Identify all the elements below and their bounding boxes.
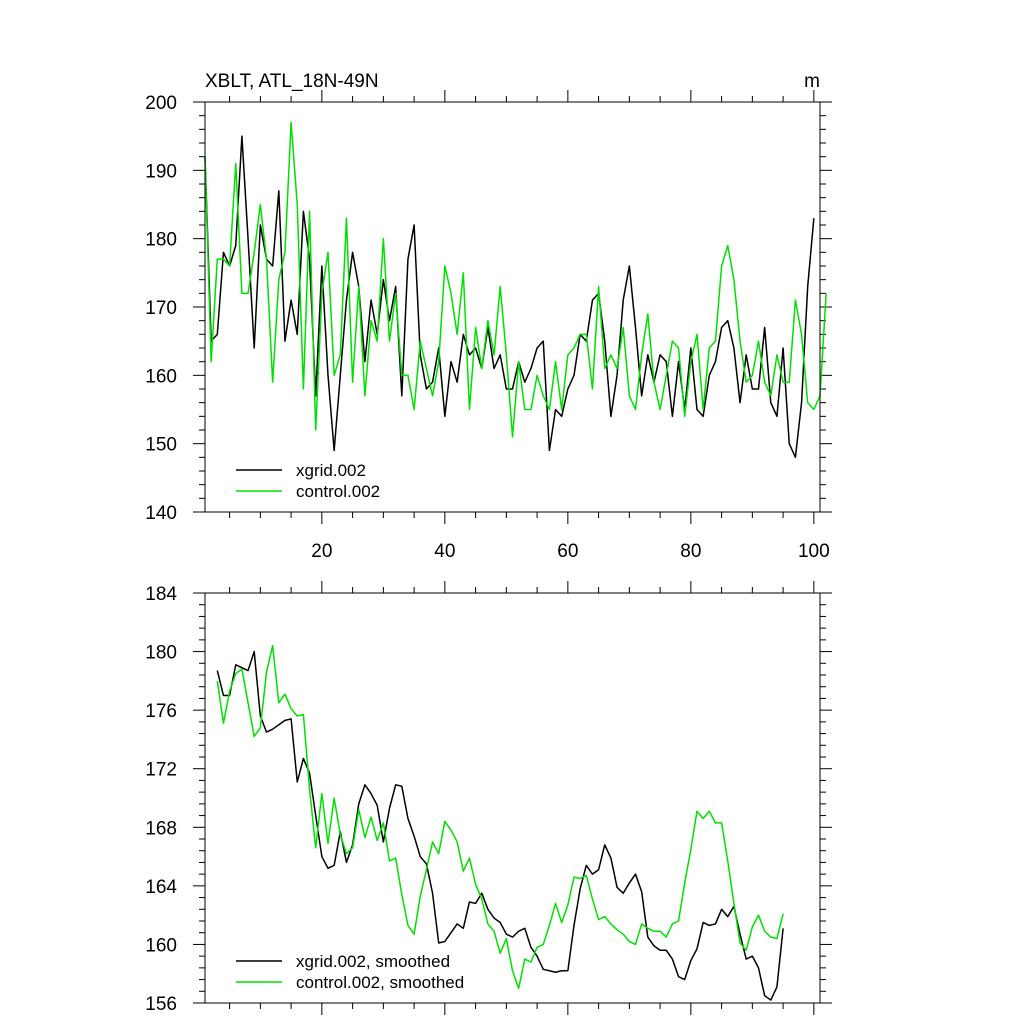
top-series-line-control [204, 121, 827, 438]
bottom-legend-label-xgrid: xgrid.002, smoothed [296, 952, 450, 971]
bottom-series-line-xgrid [216, 650, 784, 1001]
bottom-plot-frame [204, 592, 821, 1004]
bottom-panel: 156 160 164 168 172 176 180 184 xgrid.002, smoo… [145, 581, 832, 1015]
top-x-tick-label: 100 [798, 541, 830, 562]
top-plot-frame [204, 101, 821, 513]
bottom-y-tick-label: 176 [145, 701, 177, 722]
top-y-tick-label: 200 [145, 93, 177, 114]
top-x-tick-label: 20 [311, 541, 332, 562]
top-x-tick-labels: 20 40 60 80 100 [311, 541, 829, 562]
bottom-y-tick-label: 168 [145, 818, 177, 839]
bottom-legend-label-control: control.002, smoothed [296, 973, 464, 992]
top-y-tick-label: 160 [145, 366, 177, 387]
top-ticks [193, 90, 832, 524]
top-x-tick-label: 80 [680, 541, 701, 562]
top-x-tick-label: 40 [434, 541, 455, 562]
top-x-tick-label: 60 [557, 541, 578, 562]
top-y-tick-label: 190 [145, 161, 177, 182]
bottom-series-line-control [216, 644, 784, 990]
bottom-ticks [193, 581, 832, 1015]
top-legend: xgrid.002 control.002 [236, 461, 380, 501]
bottom-y-tick-label: 160 [145, 935, 177, 956]
bottom-y-tick-labels: 156 160 164 168 172 176 180 184 [145, 584, 177, 1015]
top-legend-label-xgrid: xgrid.002 [296, 461, 366, 480]
bottom-y-tick-label: 172 [145, 760, 177, 781]
top-legend-label-control: control.002 [296, 482, 380, 501]
top-chart-units: m [804, 71, 820, 92]
top-chart-title: XBLT, ATL_18N-49N [205, 71, 379, 92]
bottom-y-tick-label: 164 [145, 877, 177, 898]
top-panel: XBLT, ATL_18N-49N m 20 40 60 80 100 140 150 16… [145, 71, 832, 562]
top-y-tick-label: 140 [145, 503, 177, 524]
bottom-legend: xgrid.002, smoothed control.002, smoothe… [236, 952, 464, 992]
top-y-tick-label: 170 [145, 298, 177, 319]
bottom-series-lines [216, 644, 784, 1001]
top-y-tick-label: 180 [145, 230, 177, 251]
top-y-tick-label: 150 [145, 435, 177, 456]
top-y-tick-labels: 140 150 160 170 180 190 200 [145, 93, 177, 524]
bottom-y-tick-label: 184 [145, 584, 177, 605]
top-series-lines [204, 121, 827, 459]
bottom-y-tick-label: 180 [145, 643, 177, 664]
bottom-y-tick-label: 156 [145, 994, 177, 1015]
